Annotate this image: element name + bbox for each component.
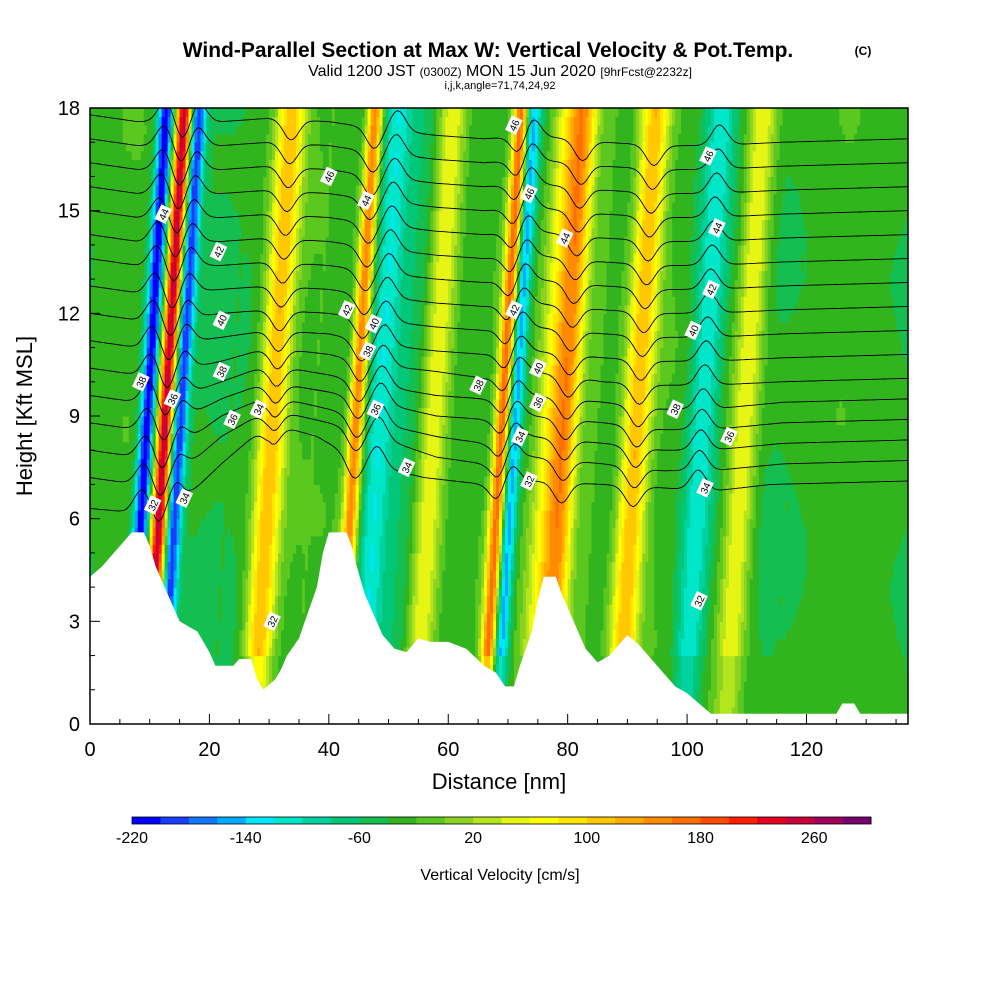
chart-title: Wind-Parallel Section at Max W: Vertical…: [183, 39, 794, 62]
valid-date: MON 15 Jun 2020: [466, 63, 596, 80]
section-params: i,j,k,angle=71,74,24,92: [444, 80, 555, 92]
utc-time: (0300Z): [420, 65, 462, 79]
vertical-velocity-field: [90, 108, 909, 725]
chart-canvas: Wind-Parallel Section at Max W: Vertical…: [0, 0, 1000, 1000]
chart-subtitle: Valid 1200 JST (0300Z) MON 15 Jun 2020 […: [308, 63, 692, 80]
forecast-info: [9hrFcst@2232z]: [600, 65, 692, 79]
copyright-mark: (C): [855, 44, 872, 58]
chart-svg: Wind-Parallel Section at Max W: Vertical…: [0, 0, 1000, 1000]
valid-time: Valid 1200 JST: [308, 63, 416, 80]
